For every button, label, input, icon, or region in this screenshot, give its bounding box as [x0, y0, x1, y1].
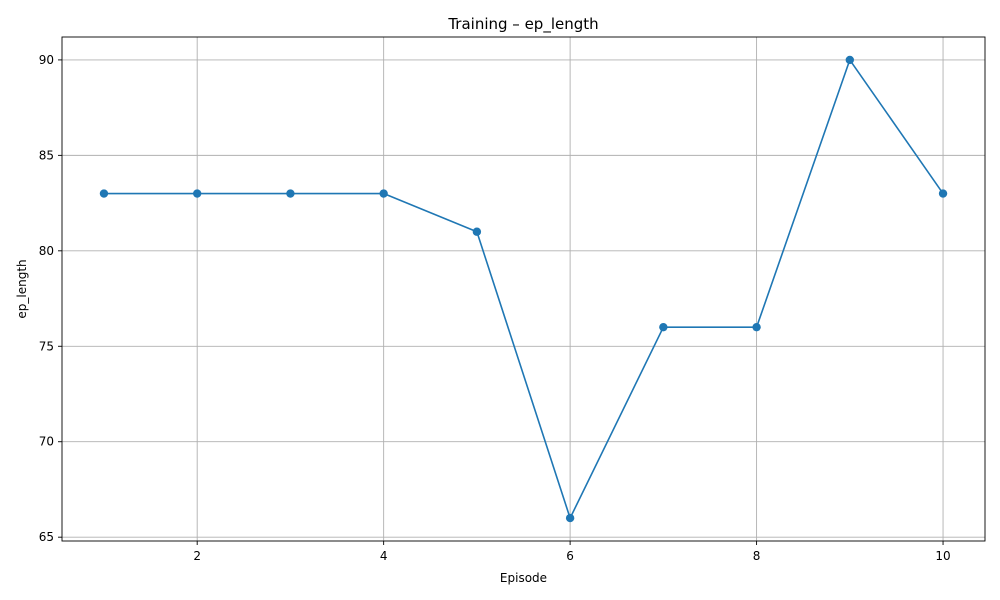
- y-tick-label: 90: [39, 53, 54, 67]
- data-point: [845, 55, 855, 65]
- x-axis-label: Episode: [500, 571, 547, 585]
- y-tick-label: 75: [39, 339, 54, 353]
- series-layer: [99, 55, 948, 523]
- ticks: 2 4 6 8 10 65 70 75 80 85 90: [39, 53, 951, 563]
- y-tick-label: 85: [39, 148, 54, 162]
- x-tick-label: 6: [566, 549, 574, 563]
- y-tick-label: 70: [39, 435, 54, 449]
- data-point: [99, 189, 109, 198]
- plot-frame: [61, 36, 986, 542]
- data-point: [752, 322, 761, 332]
- data-point: [472, 227, 482, 236]
- x-tick-label: 10: [935, 549, 950, 563]
- y-axis-label: ep_length: [15, 259, 29, 318]
- data-point: [192, 189, 202, 198]
- x-tick-label: 8: [753, 549, 761, 563]
- y-tick-label: 65: [39, 530, 54, 544]
- data-point: [565, 513, 575, 523]
- data-point: [659, 322, 668, 332]
- x-tick-label: 4: [380, 549, 388, 563]
- grid: [62, 37, 985, 541]
- series-line: [103, 59, 944, 519]
- data-point: [938, 189, 948, 198]
- y-tick-label: 80: [39, 244, 54, 258]
- x-tick-label: 2: [193, 549, 201, 563]
- chart-title: Training – ep_length: [447, 15, 598, 34]
- data-point: [286, 189, 295, 198]
- data-point: [379, 189, 388, 198]
